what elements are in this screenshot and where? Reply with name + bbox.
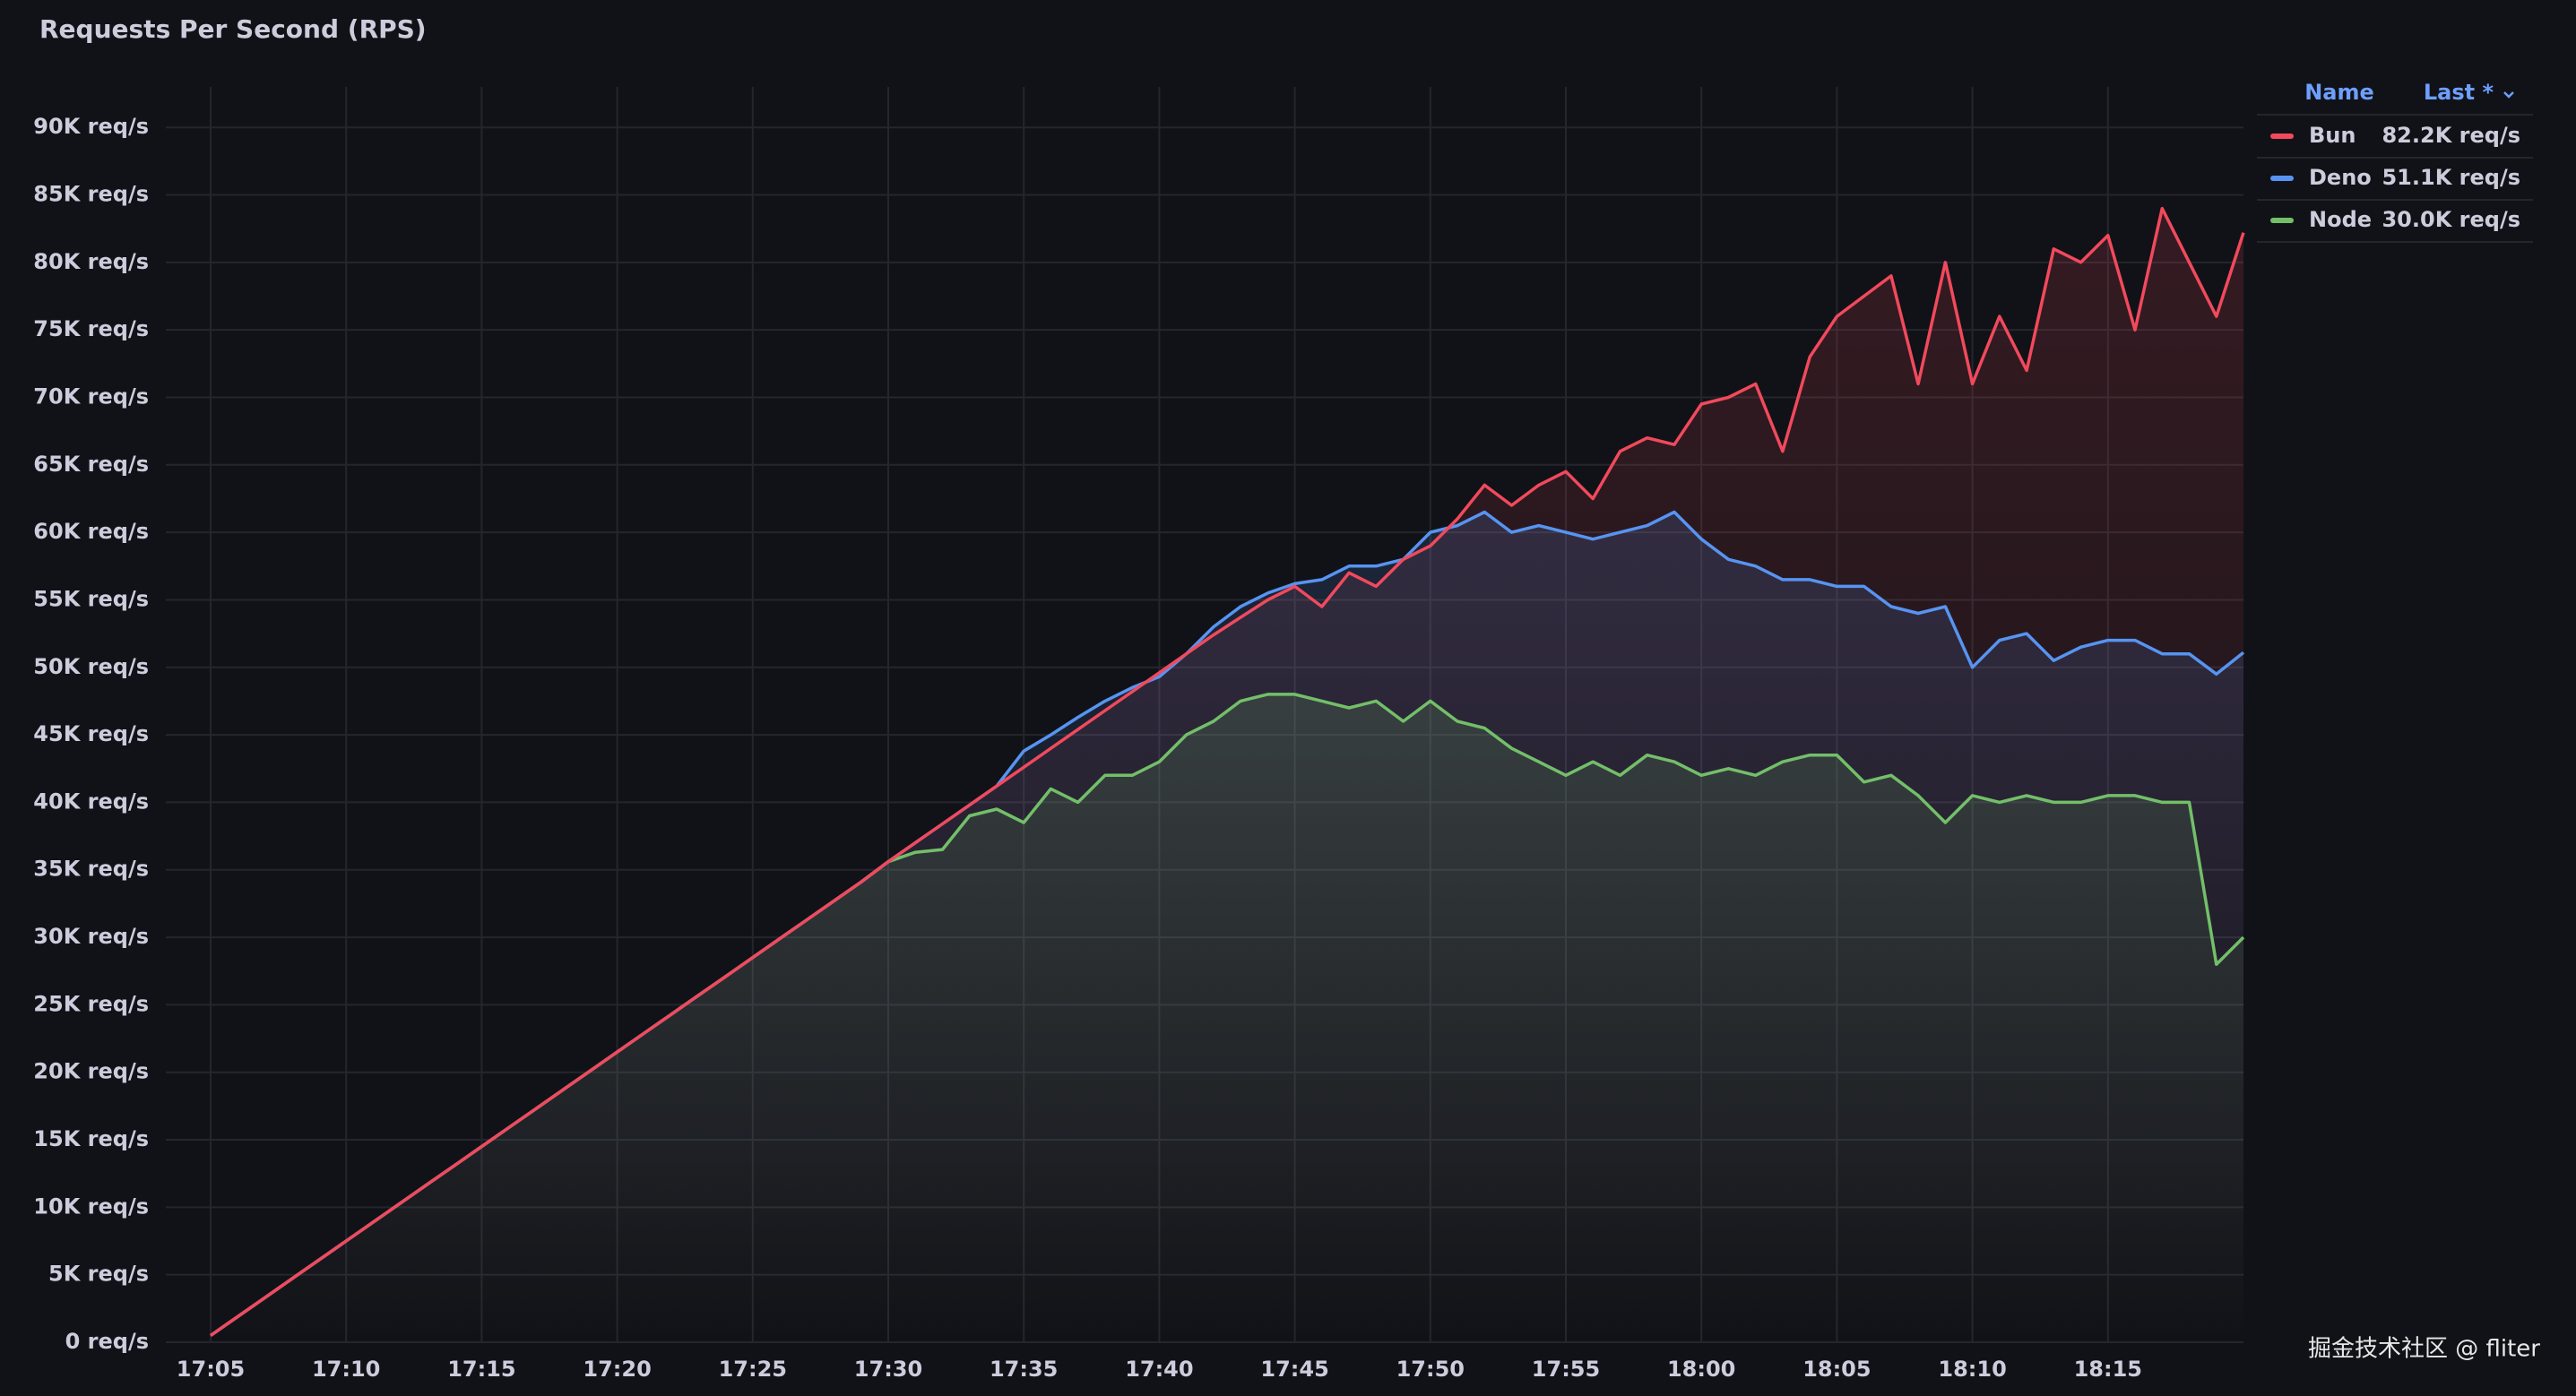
x-tick-label: 17:40 [1125, 1357, 1193, 1382]
legend-header[interactable]: Last * [2424, 80, 2494, 105]
sort-chevron [2503, 91, 2514, 99]
panel-title: Requests Per Second (RPS) [39, 14, 427, 44]
x-tick-label: 18:05 [1802, 1357, 1871, 1382]
x-tick-label: 17:05 [177, 1357, 245, 1382]
legend-value: 82.2K req/s [2382, 123, 2520, 148]
legend-swatch [2270, 176, 2294, 181]
y-tick-label: 70K req/s [33, 383, 149, 409]
y-tick-label: 50K req/s [33, 654, 149, 679]
legend-value: 30.0K req/s [2382, 207, 2520, 232]
series-line [209, 206, 2245, 1337]
y-tick-label: 80K req/s [33, 249, 149, 274]
y-tick-label: 55K req/s [33, 586, 149, 611]
x-tick-label: 17:30 [854, 1357, 922, 1382]
y-tick-label: 20K req/s [33, 1059, 149, 1084]
y-tick-label: 15K req/s [33, 1126, 149, 1151]
legend-label[interactable]: Deno [2309, 165, 2372, 190]
x-tick-label: 18:00 [1667, 1357, 1735, 1382]
series-fill [211, 694, 2243, 1342]
x-tick-label: 17:35 [990, 1357, 1058, 1382]
x-tick-label: 17:10 [312, 1357, 380, 1382]
y-tick-label: 65K req/s [33, 452, 149, 477]
x-tick-label: 17:55 [1532, 1357, 1600, 1382]
y-tick-label: 30K req/s [33, 924, 149, 949]
y-tick-label: 10K req/s [33, 1193, 149, 1219]
y-tick-label: 90K req/s [33, 114, 149, 139]
x-tick-label: 17:15 [447, 1357, 515, 1382]
y-tick-label: 85K req/s [33, 182, 149, 207]
legend-label[interactable]: Node [2309, 207, 2372, 232]
y-tick-label: 5K req/s [48, 1262, 149, 1287]
x-tick-label: 17:50 [1396, 1357, 1465, 1382]
y-tick-label: 40K req/s [33, 788, 149, 814]
x-tick-label: 17:45 [1260, 1357, 1328, 1382]
y-tick-label: 60K req/s [33, 519, 149, 544]
legend-swatch [2270, 218, 2294, 223]
y-tick-label: 25K req/s [33, 991, 149, 1016]
legend-value: 51.1K req/s [2382, 165, 2520, 190]
legend-label[interactable]: Bun [2309, 123, 2356, 148]
y-tick-label: 0 req/s [65, 1329, 149, 1354]
legend-header[interactable]: Name [2304, 80, 2374, 105]
x-tick-label: 17:25 [719, 1357, 787, 1382]
y-tick-label: 35K req/s [33, 857, 149, 882]
x-tick-label: 17:20 [583, 1357, 651, 1382]
y-tick-label: 75K req/s [33, 316, 149, 341]
legend-swatch [2270, 134, 2294, 139]
x-tick-label: 18:15 [2074, 1357, 2142, 1382]
x-tick-label: 18:10 [1938, 1357, 2006, 1382]
watermark: 掘金技术社区 @ fliter [2308, 1336, 2540, 1363]
y-tick-label: 45K req/s [33, 721, 149, 746]
